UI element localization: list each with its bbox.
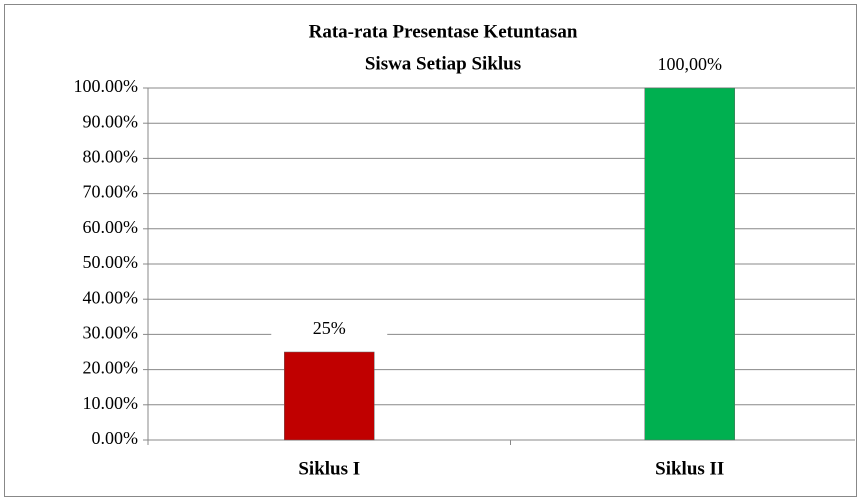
y-tick-label: 20.00%	[83, 358, 139, 378]
y-tick-label: 10.00%	[83, 393, 139, 413]
y-tick-label: 80.00%	[83, 147, 139, 167]
bar	[644, 87, 735, 441]
value-label: 25%	[313, 318, 346, 338]
y-tick-label: 0.00%	[92, 428, 139, 448]
y-tick-label: 50.00%	[83, 252, 139, 272]
y-tick-label: 40.00%	[83, 287, 139, 307]
x-tick-label: Siklus I	[298, 458, 360, 479]
x-tick-label: Siklus II	[655, 458, 724, 479]
chart-title: Rata-rata Presentase Ketuntasan	[309, 21, 578, 42]
y-tick-label: 70.00%	[83, 182, 139, 202]
value-label: 100,00%	[658, 54, 723, 74]
value-label-bg	[631, 52, 748, 80]
value-label-bg	[271, 316, 388, 344]
chart-title: Siswa Setiap Siklus	[365, 53, 521, 74]
y-tick-label: 90.00%	[83, 111, 139, 131]
y-tick-label: 60.00%	[83, 217, 139, 237]
y-tick-label: 30.00%	[83, 323, 139, 343]
bar	[284, 351, 375, 441]
y-tick-label: 100.00%	[74, 76, 139, 96]
